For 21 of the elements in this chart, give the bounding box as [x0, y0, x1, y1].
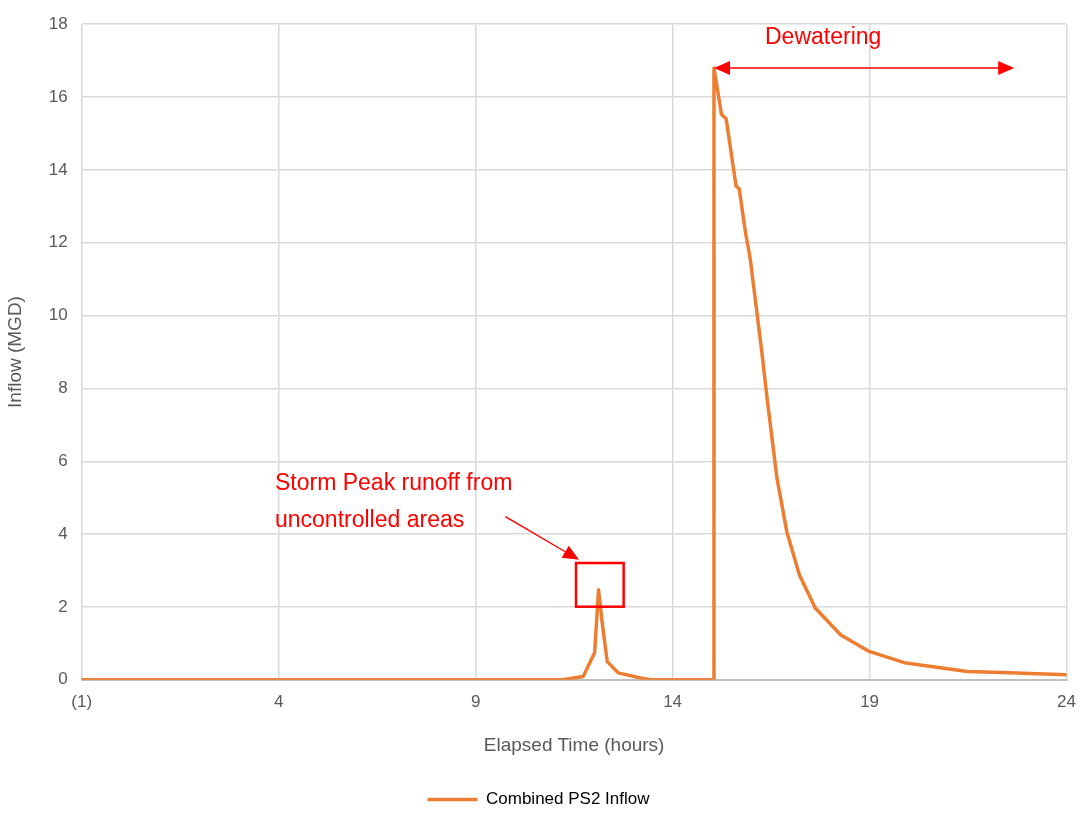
x-tick-label: (1): [71, 691, 93, 711]
y-tick-label: 2: [58, 596, 68, 616]
x-tick-label: 19: [860, 691, 880, 711]
y-axis-title: Inflow (MGD): [3, 296, 25, 408]
annotation: Storm Peak runoff from uncontrolled areas: [275, 468, 514, 534]
y-tick-label: 10: [48, 305, 68, 325]
x-tick-label: 24: [1057, 691, 1077, 711]
y-tick-label: 4: [58, 523, 68, 543]
x-tick-label: 14: [663, 691, 683, 711]
y-tick-label: 8: [58, 378, 68, 398]
y-tick-label: 16: [48, 86, 68, 106]
y-tick-label: 12: [48, 232, 68, 252]
x-tick-label: 4: [273, 691, 284, 711]
legend-label: Combined PS2 Inflow: [486, 789, 651, 809]
x-tick-label: 9: [470, 691, 481, 711]
y-tick-label: 6: [58, 450, 68, 470]
x-axis-title: Elapsed Time (hours): [483, 733, 665, 755]
y-tick-label: 14: [48, 159, 68, 179]
annotation: Dewatering: [765, 22, 882, 51]
y-tick-label: 0: [58, 669, 68, 689]
y-tick-label: 18: [48, 13, 68, 33]
